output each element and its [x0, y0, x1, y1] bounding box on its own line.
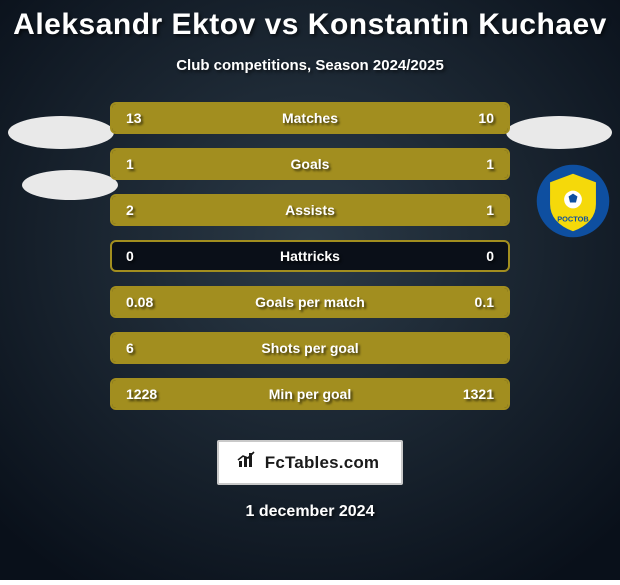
player-right-avatar-placeholder [506, 116, 612, 149]
stat-value-left: 0 [126, 248, 134, 264]
stat-label: Shots per goal [261, 340, 358, 356]
stat-value-left: 6 [126, 340, 134, 356]
svg-text:POCTOB: POCTOB [557, 215, 588, 224]
stat-value-right: 1 [486, 202, 494, 218]
club-badge-right: POCTOB [536, 164, 610, 238]
stat-value-left: 2 [126, 202, 134, 218]
stat-row: 2 Assists 1 [110, 194, 510, 226]
stat-value-right: 1 [486, 156, 494, 172]
stats-area: POCTOB 13Matches101Goals12Assists10Hattr… [0, 102, 620, 422]
stat-value-left: 0.08 [126, 294, 153, 310]
stat-label: Hattricks [280, 248, 340, 264]
stat-label: Min per goal [269, 386, 351, 402]
player-left-avatar-placeholder-2 [22, 170, 118, 200]
season-subtitle: Club competitions, Season 2024/2025 [176, 57, 444, 74]
stat-label: Matches [282, 110, 338, 126]
stat-fill-right [310, 150, 508, 178]
brand-text: FcTables.com [265, 453, 380, 473]
stat-label: Goals [291, 156, 330, 172]
stat-value-left: 1228 [126, 386, 157, 402]
stat-row: 0.08 Goals per match 0.1 [110, 286, 510, 318]
stat-value-right: 0 [486, 248, 494, 264]
stat-value-right: 0.1 [475, 294, 494, 310]
stat-fill-left [112, 150, 310, 178]
player-left-avatar-placeholder-1 [8, 116, 114, 149]
stat-rows: 13Matches101Goals12Assists10Hattricks00.… [110, 102, 510, 410]
stat-value-left: 1 [126, 156, 134, 172]
stat-label: Assists [285, 202, 335, 218]
page-title: Aleksandr Ektov vs Konstantin Kuchaev [13, 8, 607, 41]
brand-badge[interactable]: FcTables.com [217, 440, 404, 485]
stat-label: Goals per match [255, 294, 365, 310]
stat-row: 13 Matches 10 [110, 102, 510, 134]
stat-row: 0 Hattricks 0 [110, 240, 510, 272]
stat-value-right: 1321 [463, 386, 494, 402]
stat-row: 6 Shots per goal [110, 332, 510, 364]
stat-value-right: 10 [478, 110, 494, 126]
stat-row: 1 Goals 1 [110, 148, 510, 180]
stat-row: 1228 Min per goal 1321 [110, 378, 510, 410]
chart-icon [237, 451, 257, 474]
stat-value-left: 13 [126, 110, 142, 126]
snapshot-date: 1 december 2024 [246, 503, 375, 521]
